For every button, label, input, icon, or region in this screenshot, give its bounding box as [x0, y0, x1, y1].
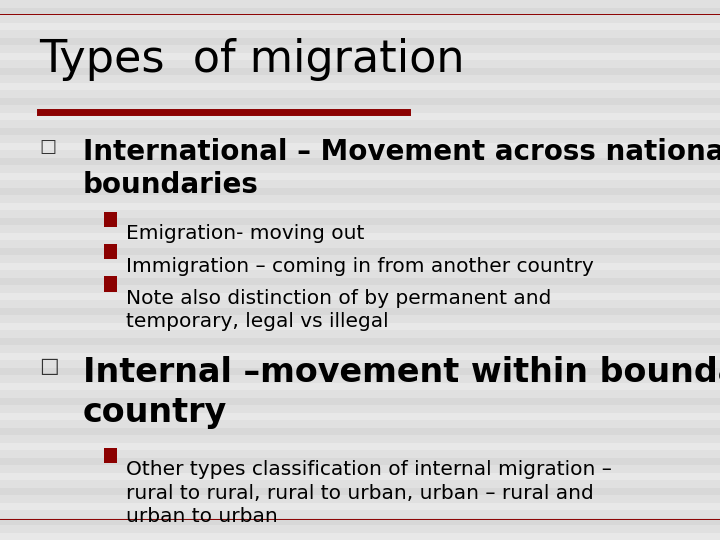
Bar: [104, 448, 117, 463]
Text: Other types classification of internal migration –
rural to rural, rural to urba: Other types classification of internal m…: [126, 460, 612, 526]
Bar: [0, 68, 720, 75]
Text: □: □: [40, 138, 57, 156]
Bar: [0, 172, 720, 180]
Bar: [0, 472, 720, 480]
Bar: [0, 23, 720, 30]
Bar: [0, 442, 720, 450]
Text: Internal –movement within boundaries of a
country: Internal –movement within boundaries of …: [83, 356, 720, 429]
Bar: [0, 8, 720, 15]
Text: Types  of migration: Types of migration: [40, 38, 465, 81]
Bar: [0, 532, 720, 540]
Bar: [0, 368, 720, 375]
Bar: [0, 428, 720, 435]
Bar: [0, 233, 720, 240]
Bar: [104, 276, 117, 292]
Bar: [0, 353, 720, 360]
Bar: [0, 322, 720, 330]
Text: Immigration – coming in from another country: Immigration – coming in from another cou…: [126, 256, 594, 275]
Bar: [0, 382, 720, 390]
Bar: [0, 98, 720, 105]
Bar: [0, 202, 720, 210]
Text: Note also distinction of by permanent and
temporary, legal vs illegal: Note also distinction of by permanent an…: [126, 289, 552, 332]
Bar: [0, 127, 720, 135]
Bar: [0, 158, 720, 165]
Bar: [0, 52, 720, 60]
Text: Emigration- moving out: Emigration- moving out: [126, 224, 364, 243]
Bar: [0, 83, 720, 90]
Bar: [0, 413, 720, 420]
Bar: [0, 293, 720, 300]
Bar: [0, 262, 720, 270]
Bar: [0, 247, 720, 255]
Bar: [0, 517, 720, 525]
Text: □: □: [40, 356, 59, 376]
Bar: [0, 503, 720, 510]
Bar: [0, 143, 720, 150]
Bar: [0, 278, 720, 285]
Bar: [0, 307, 720, 315]
Bar: [0, 338, 720, 345]
Bar: [104, 244, 117, 259]
Bar: [104, 212, 117, 227]
Bar: [0, 397, 720, 405]
Text: International – Movement across national
boundaries: International – Movement across national…: [83, 138, 720, 199]
Bar: [0, 488, 720, 495]
Bar: [0, 112, 720, 120]
Bar: [0, 187, 720, 195]
Bar: [0, 218, 720, 225]
Bar: [0, 37, 720, 45]
Bar: [0, 457, 720, 465]
